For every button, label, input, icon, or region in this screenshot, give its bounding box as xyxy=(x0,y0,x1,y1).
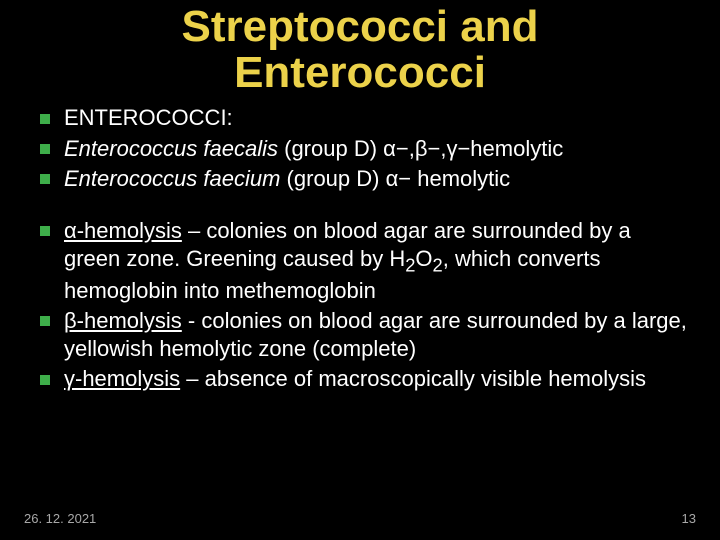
list-item: γ-hemolysis – absence of macroscopically… xyxy=(38,365,692,393)
bullet-text: (group D) α−,β−,γ−hemolytic xyxy=(278,136,563,161)
bullet-group-2: α-hemolysis – colonies on blood agar are… xyxy=(38,217,692,394)
bullet-group-1: ENTEROCOCCI: Enterococcus faecalis (grou… xyxy=(38,104,692,192)
footer-date: 26. 12. 2021 xyxy=(24,511,96,526)
bullet-text: – absence of macroscopically visible hem… xyxy=(180,366,646,391)
subscript: 2 xyxy=(405,254,415,275)
bullet-text: (group D) α− hemolytic xyxy=(280,166,510,191)
list-item: Enterococcus faecium (group D) α− hemoly… xyxy=(38,165,692,193)
title-line-2: Enterococci xyxy=(234,48,486,97)
slide: Streptococci and Enterococci ENTEROCOCCI… xyxy=(0,0,720,540)
species-name: Enterococcus faecalis xyxy=(64,136,278,161)
slide-body: ENTEROCOCCI: Enterococcus faecalis (grou… xyxy=(0,96,720,393)
title-line-1: Streptococci and xyxy=(182,2,539,51)
hemolysis-term: β-hemolysis xyxy=(64,308,182,333)
hemolysis-term: γ-hemolysis xyxy=(64,366,180,391)
species-name: Enterococcus faecium xyxy=(64,166,280,191)
bullet-text: ENTEROCOCCI: xyxy=(64,105,233,130)
subscript: 2 xyxy=(433,254,443,275)
slide-title: Streptococci and Enterococci xyxy=(0,0,720,96)
bullet-text: O xyxy=(415,246,432,271)
list-item: ENTEROCOCCI: xyxy=(38,104,692,132)
footer-page-number: 13 xyxy=(682,511,696,526)
spacer xyxy=(38,195,692,217)
list-item: α-hemolysis – colonies on blood agar are… xyxy=(38,217,692,305)
slide-footer: 26. 12. 2021 13 xyxy=(0,511,720,526)
list-item: Enterococcus faecalis (group D) α−,β−,γ−… xyxy=(38,135,692,163)
hemolysis-term: α-hemolysis xyxy=(64,218,182,243)
list-item: β-hemolysis - colonies on blood agar are… xyxy=(38,307,692,363)
